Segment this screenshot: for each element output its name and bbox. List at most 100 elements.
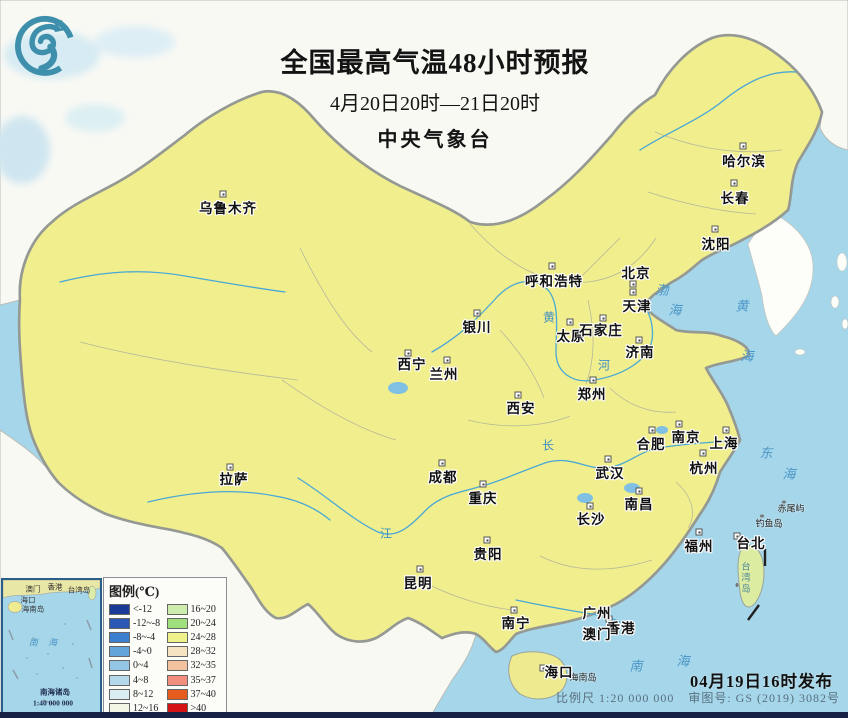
city-marker [635, 487, 643, 495]
legend-row: <-12 [109, 602, 165, 616]
maritime-boundary-marks [747, 549, 767, 621]
city-label: 长春 [720, 191, 750, 206]
sea-label: 东 [759, 445, 775, 461]
river-label: 江 [379, 526, 393, 541]
yellow-river [431, 280, 654, 382]
city-label: 福州 [684, 539, 714, 554]
inset-label: 海口 [20, 595, 36, 605]
legend-range-label: 35~37 [190, 674, 216, 686]
legend-row: 37~40 [166, 687, 223, 701]
city-label: 西安 [506, 401, 536, 416]
korea-peninsula [747, 211, 814, 337]
legend-swatch [109, 646, 130, 658]
city-label: 上海 [709, 436, 739, 451]
legend-range-label: 20~24 [190, 617, 216, 629]
legend-row: 24~28 [166, 630, 223, 644]
legend-range-label: 16~20 [190, 603, 216, 615]
sea-label: 渤 [655, 282, 671, 298]
legend-items: <-12 -12~-8 -8~-4 -4~0 0~4 4~8 8~12 12~16 16~20 2… [109, 602, 222, 716]
city-marker [730, 179, 738, 187]
city-marker [675, 420, 683, 428]
yangtze-river [297, 440, 737, 535]
sea-label: 南 [629, 658, 645, 674]
legend-panel: 图例(℃) <-12 -12~-8 -8~-4 -4~0 0~4 4~8 8~12 12~16… [103, 577, 227, 716]
city-label: 澳门 [582, 627, 612, 642]
dragon-horns [52, 20, 67, 32]
legend-range-label: 24~28 [190, 631, 216, 643]
city-marker [711, 225, 719, 233]
legend-range-label: 0~4 [133, 660, 149, 672]
city-marker [629, 288, 637, 296]
city-marker [539, 664, 547, 672]
legend-range-label: >40 [190, 702, 207, 714]
diaoyu-islets [735, 500, 786, 587]
bottom-frame-bar [0, 712, 848, 718]
city-label: 台北 [736, 536, 766, 551]
legend-range-label: -12~-8 [133, 617, 161, 629]
city-marker [604, 455, 612, 463]
legend-range-label: -8~-4 [133, 631, 156, 643]
city-label: 拉萨 [219, 472, 249, 487]
legend-swatch [166, 688, 188, 700]
legend-row: 20~24 [166, 616, 223, 630]
inset-label: 1:40 000 000 [33, 698, 73, 708]
city-marker [699, 449, 707, 457]
legend-range-label: <-12 [133, 603, 152, 615]
city-label: 海口 [544, 665, 574, 680]
city-marker [648, 426, 656, 434]
city-label: 呼和浩特 [525, 274, 583, 289]
inset-label: 海南岛 [21, 604, 45, 614]
city-marker [438, 459, 446, 467]
legend-row: 4~8 [109, 673, 165, 687]
legend-row: 16~20 [166, 602, 223, 616]
city-marker [404, 349, 412, 357]
inset-map-graphic [3, 580, 100, 714]
city-label: 昆明 [403, 576, 433, 591]
city-label: 石家庄 [579, 323, 623, 338]
river-label: 河 [597, 358, 611, 373]
legend-range-label: 28~32 [190, 646, 216, 658]
legend-range-label: 12~16 [133, 702, 159, 714]
title-block: 全国最高气温48小时预报 4月20日20时—21日20时 中央气象台 [244, 48, 626, 152]
foreign-islands [794, 252, 848, 356]
legend-swatch [109, 688, 130, 700]
city-label: 银川 [462, 320, 492, 335]
city-label: 天津 [622, 299, 652, 314]
city-label: 长沙 [576, 512, 606, 527]
city-label: 成都 [428, 470, 458, 485]
city-marker [599, 314, 607, 322]
city-label: 兰州 [429, 367, 459, 382]
legend-row: 32~35 [166, 659, 223, 673]
legend-swatch [166, 631, 188, 643]
inset-label: 香港 [47, 582, 63, 592]
legend-range-label: 4~8 [133, 674, 149, 686]
city-marker [443, 356, 451, 364]
taiwan-island [737, 544, 765, 608]
page-title: 全国最高气温48小时预报 [280, 48, 590, 78]
city-label: 南宁 [501, 616, 531, 631]
legend-range-label: 8~12 [133, 688, 154, 700]
isl-label: 海南岛 [569, 672, 597, 683]
rivers [59, 71, 797, 623]
legend-swatch [166, 617, 188, 629]
city-label: 广州 [582, 606, 612, 621]
inset-label: 台湾岛 [67, 585, 91, 595]
city-label: 乌鲁木齐 [199, 201, 257, 216]
city-marker [483, 536, 491, 544]
city-marker [586, 502, 594, 510]
legend-swatch [166, 660, 188, 672]
city-marker [473, 309, 481, 317]
south-china-sea-inset: 澳门 香港 台湾岛 海口 海南岛南 海南海诸岛 1:40 000 000 [1, 578, 102, 716]
hainan-island [508, 651, 568, 700]
city-label: 杭州 [689, 461, 719, 476]
city-label: 贵阳 [473, 547, 503, 562]
approval-number: 审图号: GS (2019) 3082号 [688, 691, 841, 705]
songhua-river [639, 71, 797, 151]
city-label: 沈阳 [701, 237, 731, 252]
city-marker [510, 606, 518, 614]
city-marker [514, 391, 522, 399]
inset-label: 南海诸岛 [40, 687, 70, 697]
city-marker [589, 376, 597, 384]
city-marker [566, 318, 574, 326]
forecast-period: 4月20日20时—21日20时 [330, 93, 540, 116]
